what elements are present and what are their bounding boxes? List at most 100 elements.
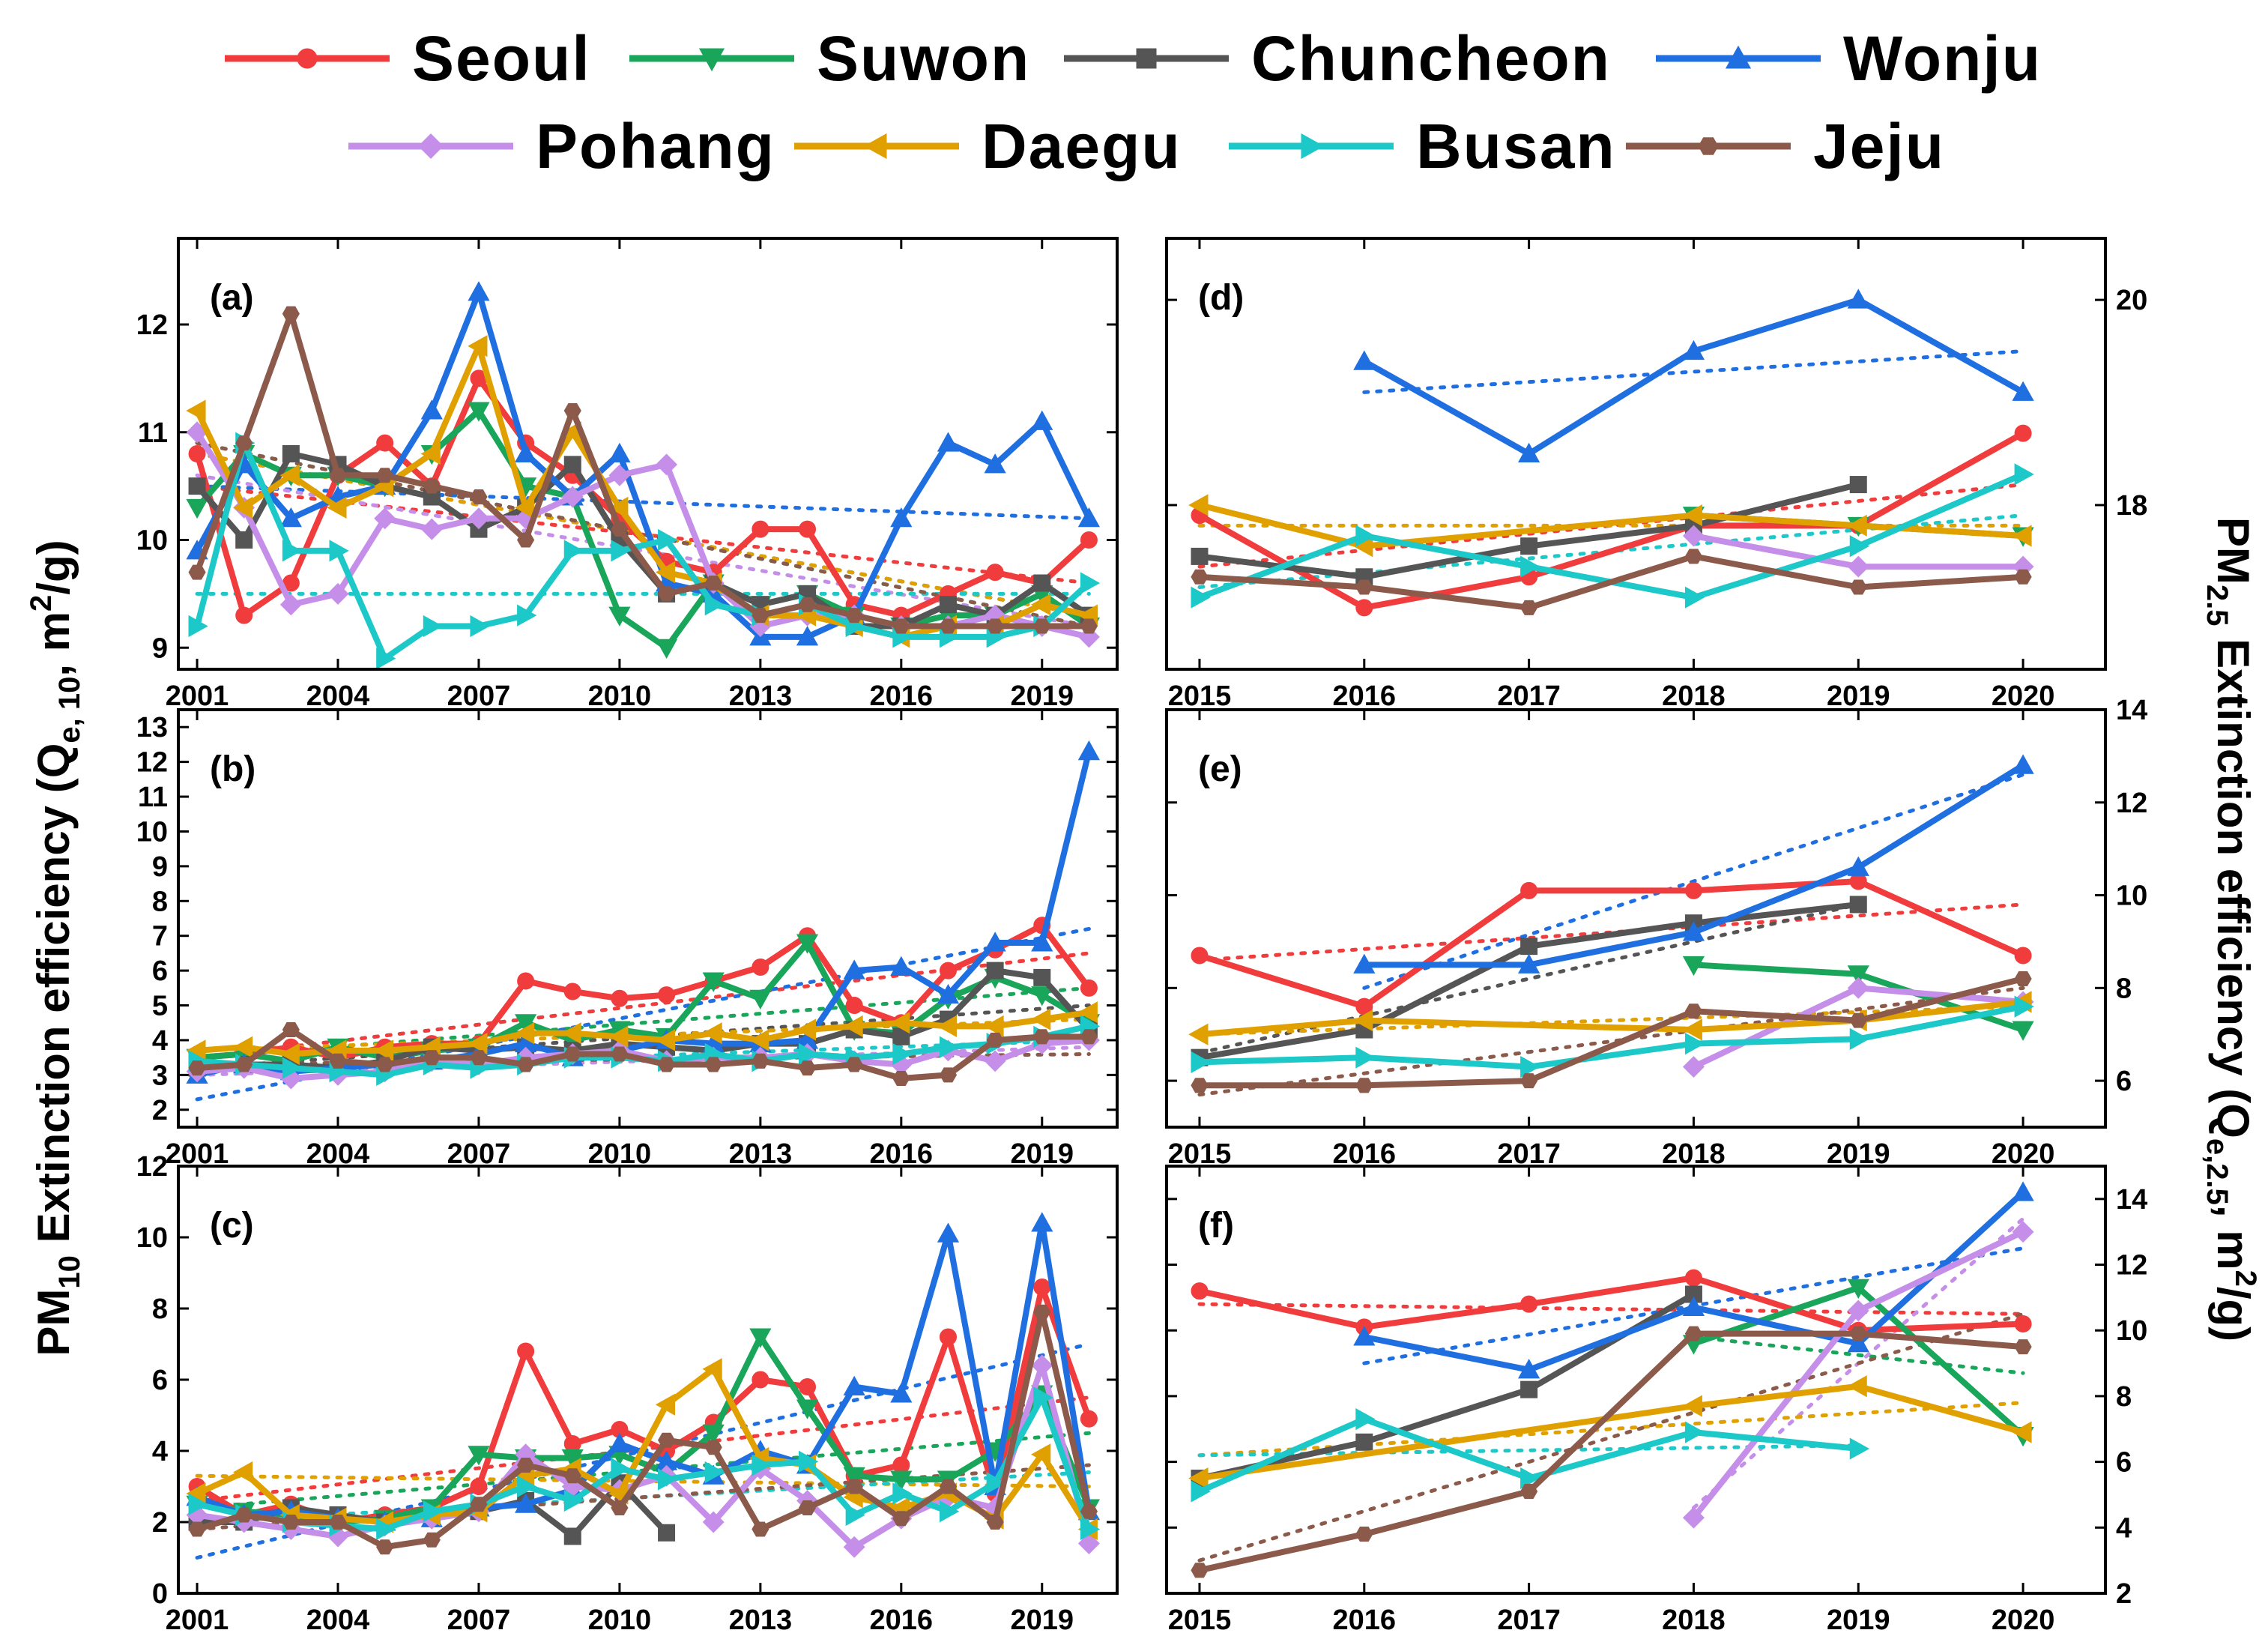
data-point-daegu (1030, 594, 1051, 616)
data-point-wonju (1353, 1326, 1376, 1346)
series-jeju (1191, 971, 2032, 1093)
legend-item-busan: Busan (1229, 111, 1615, 181)
trend-line-jeju (1197, 1312, 2025, 1563)
data-point-busan (986, 1472, 1006, 1494)
data-point-jeju (1191, 569, 1209, 585)
data-point-jeju (798, 597, 817, 612)
y-tick-label: 3 (152, 1060, 168, 1091)
data-point-busan (282, 540, 303, 562)
data-point-jeju (470, 489, 488, 505)
data-point-suwon (796, 934, 819, 954)
data-point-wonju (2012, 1181, 2034, 1201)
data-point-daegu (373, 1039, 394, 1062)
y-tick-label: 14 (2116, 1184, 2147, 1216)
data-point-daegu (186, 399, 206, 422)
axis-titles: PM10 Extinction efficiency (Qe, 10, m2/g… (25, 517, 2262, 1356)
y-tick-label: 2 (152, 1507, 168, 1539)
right-axis-title-rest: Extinction efficiency (Q (2208, 626, 2258, 1138)
data-point-daegu (1682, 1395, 1702, 1417)
data-point-daegu (796, 1018, 817, 1041)
data-point-suwon (561, 1449, 584, 1470)
x-tick-label: 2016 (1333, 680, 1397, 712)
data-point-jeju (1355, 1527, 1373, 1542)
data-point-busan (752, 1454, 772, 1476)
data-point-jeju (1080, 1029, 1098, 1045)
series-line-daegu (1199, 1383, 2024, 1482)
data-point-suwon (843, 1467, 865, 1488)
data-point-seoul (939, 1328, 957, 1346)
data-point-daegu (655, 561, 676, 584)
x-tick-label: 2015 (1168, 680, 1232, 712)
data-point-daegu (1077, 1001, 1098, 1024)
data-point-pohang (1847, 1300, 1869, 1322)
data-point-daegu (1847, 514, 1867, 537)
x-tick-label: 2016 (1333, 1605, 1397, 1636)
data-point-wonju (1847, 289, 1869, 309)
data-point-busan (1191, 1051, 1211, 1073)
series-line-seoul (1198, 430, 2025, 611)
data-point-busan (1033, 1386, 1053, 1409)
data-point-seoul (752, 958, 769, 976)
data-point-wonju (1518, 1359, 1540, 1379)
data-point-suwon (890, 1470, 913, 1491)
data-point-daegu (279, 1042, 300, 1066)
data-point-suwon (1682, 956, 1705, 977)
data-point-pohang (984, 1050, 1006, 1072)
data-point-busan (611, 1458, 631, 1480)
data-point-jeju (517, 1057, 535, 1072)
data-point-busan (1684, 1033, 1705, 1055)
legend-marker-busan (1301, 133, 1325, 160)
plot-area-c (186, 1212, 1101, 1560)
trend-line-wonju (1362, 349, 2025, 394)
frame-b (177, 708, 1119, 1129)
data-point-busan (1849, 535, 1870, 558)
left-axis-title-sub: 10 (53, 1255, 86, 1289)
data-point-jeju (704, 1057, 722, 1072)
data-point-seoul (658, 986, 676, 1004)
series-line-wonju (1362, 297, 2025, 457)
plot-area-a (186, 281, 1101, 669)
legend-label-suwon: Suwon (817, 23, 1030, 94)
legend-item-wonju: Wonju (1656, 23, 2040, 94)
panels: 2001 2004 2007 2010 2013 2016 20199101112(a)20… (136, 237, 2147, 1636)
data-point-jeju (1684, 1326, 1703, 1341)
data-point-pohang (561, 486, 584, 508)
panel-f: 2015 2016 2017 2018 2019 2020 2 4 6 8 10 12 14 (f) (1165, 1165, 2147, 1636)
data-point-jeju (2014, 569, 2032, 585)
series-line-jeju (1199, 1330, 2024, 1574)
data-point-jeju (1033, 1029, 1051, 1045)
data-point-busan (799, 1450, 819, 1473)
data-point-jeju (235, 435, 253, 451)
data-point-seoul (235, 606, 253, 624)
x-tick-label: 2019 (1827, 680, 1890, 712)
data-point-wonju (1847, 1332, 1869, 1353)
data-point-seoul (1080, 531, 1098, 549)
data-point-suwon (1847, 1279, 1869, 1300)
data-point-jeju (798, 1500, 817, 1516)
data-point-wonju (1353, 350, 1376, 370)
series-line-seoul (1199, 1275, 2024, 1334)
data-point-chuncheon (986, 962, 1004, 980)
data-point-jeju (939, 1067, 958, 1083)
data-point-jeju (611, 1500, 629, 1516)
trend-line-jeju (195, 1463, 1091, 1531)
data-point-busan (423, 1500, 444, 1523)
data-point-daegu (608, 496, 629, 519)
data-point-daegu (232, 496, 253, 519)
data-point-chuncheon (1355, 1433, 1373, 1451)
x-tick-label: 2017 (1497, 680, 1561, 712)
y-tick-label: 8 (152, 886, 168, 917)
data-point-seoul (799, 1378, 817, 1395)
right-axis-title-main: PM (2208, 517, 2258, 585)
x-tick-label: 2007 (447, 1605, 511, 1636)
right-axis-title-tail: /g) (2208, 1287, 2258, 1341)
data-point-seoul (1033, 1279, 1051, 1296)
data-point-jeju (1520, 600, 1538, 615)
legend-label-jeju: Jeju (1813, 111, 1945, 181)
data-point-seoul (1520, 1295, 1538, 1313)
trend-line-suwon (195, 986, 1091, 1060)
data-point-jeju (892, 618, 910, 634)
y-tick-label: 14 (2116, 695, 2147, 726)
data-point-daegu (232, 1461, 253, 1484)
data-point-jeju (657, 586, 676, 602)
